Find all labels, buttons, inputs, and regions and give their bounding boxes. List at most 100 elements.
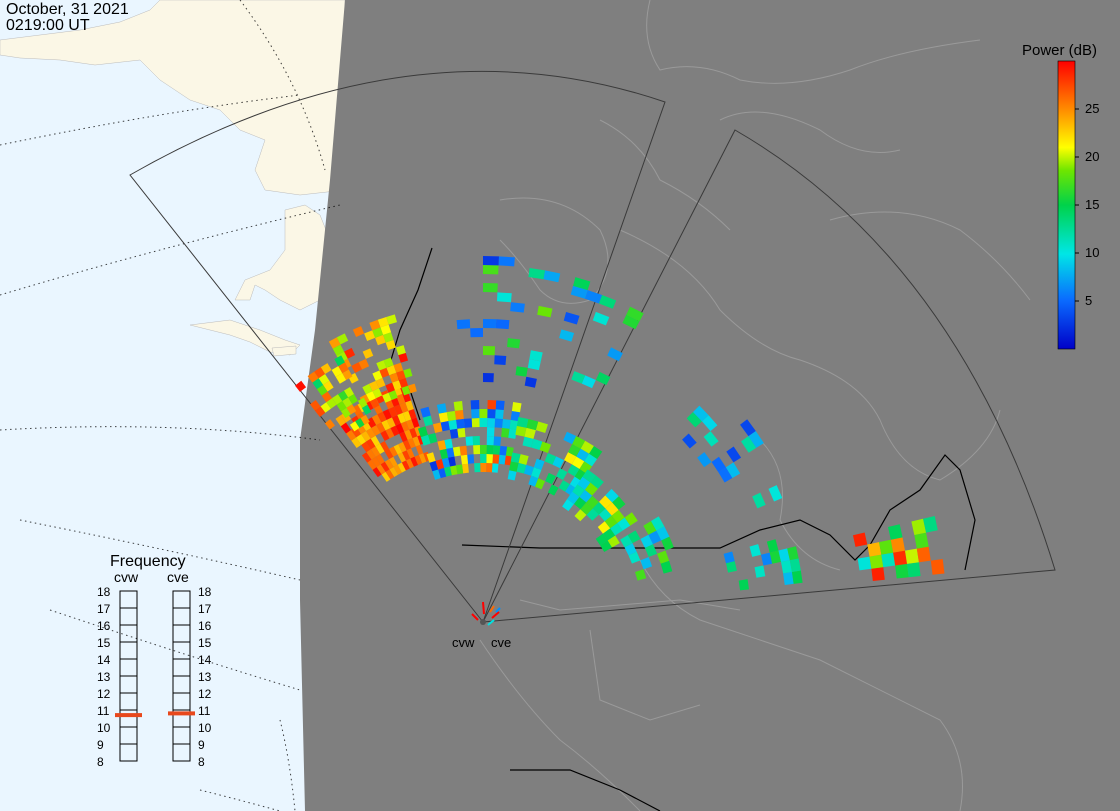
echo-cell bbox=[487, 418, 496, 428]
echo-cell bbox=[351, 362, 363, 373]
echo-cell bbox=[396, 393, 406, 405]
echo-cell bbox=[452, 446, 461, 457]
echo-cell bbox=[620, 534, 633, 548]
echo-cell bbox=[607, 535, 620, 548]
echo-cell bbox=[535, 421, 548, 433]
echo-cell bbox=[369, 398, 380, 409]
echo-cell bbox=[397, 412, 406, 424]
echo-cell bbox=[597, 521, 611, 534]
echo-cell bbox=[495, 409, 504, 419]
echo-cell bbox=[547, 484, 559, 496]
echo-cell bbox=[392, 380, 402, 391]
frequency-marker bbox=[168, 711, 195, 716]
echo-cell bbox=[351, 437, 362, 449]
echo-cell bbox=[626, 306, 644, 322]
echo-cell bbox=[365, 391, 376, 402]
echo-cell bbox=[565, 484, 577, 496]
echo-cell bbox=[576, 448, 590, 462]
frequency-scale-label: 13 bbox=[97, 670, 111, 684]
echo-cell bbox=[741, 436, 757, 453]
echo-cell bbox=[328, 337, 341, 349]
echo-cell bbox=[483, 265, 499, 275]
echo-cell bbox=[760, 552, 773, 566]
echo-cell bbox=[388, 406, 398, 418]
echo-cell bbox=[564, 452, 577, 465]
echo-cell bbox=[453, 400, 463, 411]
echo-cell bbox=[427, 432, 438, 444]
echo-cell bbox=[365, 438, 376, 450]
echo-cell bbox=[401, 385, 411, 396]
echo-cell bbox=[369, 319, 381, 331]
echo-cell bbox=[930, 559, 945, 575]
echo-cell bbox=[346, 429, 357, 441]
echo-cell bbox=[361, 441, 371, 453]
echo-cell bbox=[446, 447, 455, 458]
echo-cell bbox=[376, 360, 387, 371]
echo-cell bbox=[487, 409, 496, 419]
echo-cell bbox=[372, 327, 384, 338]
echo-cell bbox=[480, 463, 487, 473]
echo-cell bbox=[415, 444, 424, 455]
echo-cell bbox=[768, 485, 783, 502]
echo-cell bbox=[448, 456, 456, 467]
echo-cell bbox=[480, 454, 487, 464]
echo-cell bbox=[379, 367, 390, 378]
echo-cell bbox=[528, 268, 545, 280]
coastlines bbox=[479, 0, 1031, 811]
echo-cell bbox=[372, 370, 383, 381]
echo-cell bbox=[399, 402, 409, 413]
echo-cell bbox=[516, 417, 529, 428]
echo-cell bbox=[398, 352, 409, 363]
echo-cell bbox=[429, 460, 439, 472]
echo-cell bbox=[342, 397, 353, 408]
echo-cell bbox=[791, 570, 803, 584]
echo-cell bbox=[701, 415, 718, 432]
echo-cell bbox=[579, 489, 593, 503]
echo-cell bbox=[376, 422, 386, 434]
echo-cell bbox=[562, 499, 574, 512]
echo-cell bbox=[499, 445, 508, 456]
echo-cell bbox=[881, 552, 896, 568]
time-label: 0219:00 UT bbox=[6, 17, 90, 34]
echo-cell bbox=[622, 314, 640, 330]
echo-cell bbox=[572, 484, 585, 497]
echo-cell bbox=[396, 370, 406, 381]
echo-cell bbox=[627, 530, 641, 544]
echo-cell bbox=[456, 418, 465, 429]
echo-cell bbox=[711, 456, 726, 473]
echo-cell bbox=[518, 454, 529, 465]
echo-cell bbox=[661, 536, 674, 551]
echo-cell bbox=[439, 448, 449, 460]
echo-cell bbox=[418, 453, 427, 464]
radar-site-markers bbox=[471, 601, 501, 626]
echo-cell bbox=[399, 431, 408, 443]
echo-cell bbox=[857, 556, 872, 571]
echo-cell bbox=[501, 427, 510, 438]
echo-cell bbox=[869, 554, 884, 569]
echo-cell bbox=[617, 517, 631, 531]
echo-cell bbox=[531, 467, 542, 479]
echo-cell bbox=[455, 464, 464, 475]
echo-cell bbox=[382, 409, 392, 420]
echo-cell bbox=[545, 472, 556, 485]
echo-cell bbox=[573, 496, 587, 510]
frequency-scale-label: 17 bbox=[198, 602, 212, 616]
echo-cell bbox=[766, 539, 779, 553]
echo-cell bbox=[398, 442, 407, 453]
echo-cell bbox=[443, 466, 452, 477]
echo-cell bbox=[483, 373, 494, 383]
echo-cell bbox=[573, 277, 591, 291]
frequency-scale-label: 11 bbox=[198, 704, 211, 718]
echo-cell bbox=[383, 332, 394, 343]
echo-cell bbox=[408, 408, 417, 420]
echo-cell bbox=[718, 467, 733, 483]
echo-cell bbox=[405, 400, 414, 411]
frequency-scale-label: 16 bbox=[97, 619, 111, 633]
frequency-scale-label: 15 bbox=[97, 636, 111, 650]
frequency-scale-label: 14 bbox=[198, 653, 212, 667]
echo-cell bbox=[372, 388, 383, 399]
echo-cell bbox=[411, 417, 420, 428]
echo-cell bbox=[879, 539, 894, 555]
freq-radar-label-cvw: cvw bbox=[114, 569, 139, 585]
echo-cell bbox=[397, 452, 406, 463]
